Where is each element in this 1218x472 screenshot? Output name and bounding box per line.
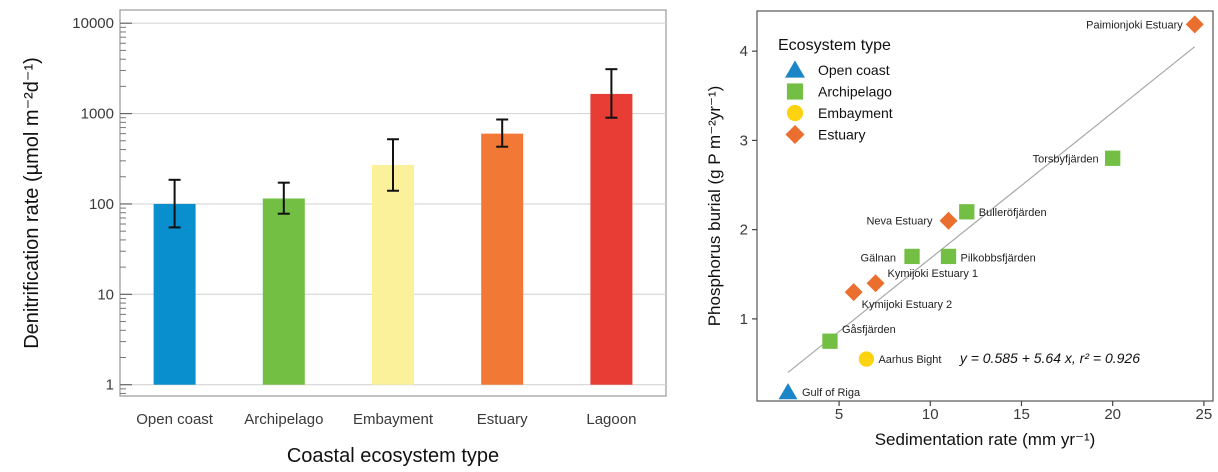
point-kymijoki-estuary-2 — [844, 283, 863, 302]
denitrification-bar-chart: 1 10 100 1000 10000 Open coast Archipelago Emb… — [21, 9, 667, 467]
point-label: Kymijoki Estuary 1 — [888, 268, 978, 280]
x-tick-label: Lagoon — [586, 411, 636, 428]
point-label: Gåsfjärden — [842, 324, 896, 336]
point-label: Gulf of Riga — [802, 387, 861, 399]
right-x-axis-title: Sedimentation rate (mm yr⁻¹) — [875, 430, 1096, 449]
legend: Ecosystem type Open coast Archipelago Emba… — [778, 37, 893, 144]
point-label: Neva Estuary — [866, 216, 933, 228]
left-x-tick-labels: Open coast Archipelago Embayment Estuary Lag… — [136, 411, 636, 428]
y-tick-label: 10 — [97, 286, 114, 303]
y-tick-label: 1 — [740, 311, 748, 328]
bar-estuary — [481, 133, 524, 385]
point-label: Pilkobbsfjärden — [961, 252, 1036, 264]
point-neva-estuary — [939, 211, 958, 230]
point-label: Paimionjoki Estuary — [1086, 19, 1183, 31]
x-tick-label: Archipelago — [244, 411, 323, 428]
x-tick-label: 10 — [922, 406, 939, 423]
x-tick-label: 15 — [1013, 406, 1030, 423]
legend-label: Open coast — [818, 62, 890, 78]
left-y-tick-labels: 1 10 100 1000 10000 — [72, 15, 114, 394]
legend-label: Archipelago — [818, 84, 892, 100]
point-gälnan — [904, 248, 920, 265]
legend-title: Ecosystem type — [778, 37, 891, 54]
point-label: Torsbyfjärden — [1033, 153, 1099, 165]
point-gulf-of-riga — [778, 383, 798, 400]
legend-marker-archipelago — [786, 83, 804, 100]
x-tick-label: Embayment — [353, 411, 434, 428]
point-gåsfjärden — [822, 333, 838, 349]
point-kymijoki-estuary-1 — [866, 274, 885, 293]
point-pilkobbsfjärden — [940, 248, 957, 265]
left-bars — [153, 93, 633, 385]
regression-line — [787, 46, 1196, 373]
left-x-axis-title: Coastal ecosystem type — [287, 445, 499, 467]
x-tick-label: 25 — [1196, 406, 1213, 423]
scatter-point-labels: Gulf of Riga Gåsfjärden Aarhus Bight Kymijo… — [802, 19, 1183, 399]
y-tick-label: 10000 — [72, 15, 114, 32]
point-label: Gälnan — [861, 252, 896, 264]
left-y-axis-title: Denitrification rate (µmol m⁻²d⁻¹) — [21, 57, 43, 349]
x-tick-label: 5 — [835, 406, 843, 423]
y-tick-label: 1 — [106, 377, 114, 394]
right-y-axis-title: Phosphorus burial (g P m⁻²yr⁻¹) — [705, 86, 724, 327]
regression-annotation: y = 0.585 + 5.64 x, r² = 0.926 — [959, 350, 1140, 366]
phosphorus-scatter-chart: 5 10 15 20 25 1 2 3 4 Gulf of Riga Gåsfjärden Aar… — [705, 10, 1214, 449]
bar-lagoon — [590, 93, 633, 385]
point-bulleröfjärden — [959, 204, 975, 220]
point-label: Kymijoki Estuary 2 — [862, 299, 952, 311]
point-label: Aarhus Bight — [878, 354, 941, 366]
left-minor-ticks — [120, 22, 132, 394]
point-aarhus-bight — [858, 351, 875, 367]
y-tick-label: 3 — [740, 132, 748, 149]
legend-label: Estuary — [818, 127, 865, 143]
bar-open-coast — [153, 203, 196, 385]
y-tick-label: 4 — [740, 43, 748, 60]
right-y-tick-labels: 1 2 3 4 — [740, 43, 748, 328]
legend-marker-open-coast — [785, 60, 805, 78]
y-tick-label: 2 — [740, 222, 748, 239]
bar-archipelago — [262, 198, 305, 385]
y-tick-label: 1000 — [81, 106, 114, 123]
right-axis-ticks — [752, 50, 1205, 406]
legend-label: Embayment — [818, 105, 893, 121]
point-label: Bulleröfjärden — [979, 207, 1047, 219]
scatter-points — [778, 15, 1204, 400]
x-tick-label: Estuary — [477, 411, 528, 428]
legend-marker-estuary — [785, 125, 805, 144]
x-tick-label: 20 — [1104, 406, 1121, 423]
right-x-tick-labels: 5 10 15 20 25 — [835, 406, 1212, 423]
legend-marker-embayment — [786, 104, 804, 122]
point-torsbyfjärden — [1105, 150, 1121, 166]
left-error-bars — [168, 68, 618, 229]
point-paimionjoki-estuary — [1185, 15, 1204, 34]
x-tick-label: Open coast — [136, 411, 214, 428]
bar-embayment — [372, 164, 414, 385]
y-tick-label: 100 — [89, 196, 114, 213]
